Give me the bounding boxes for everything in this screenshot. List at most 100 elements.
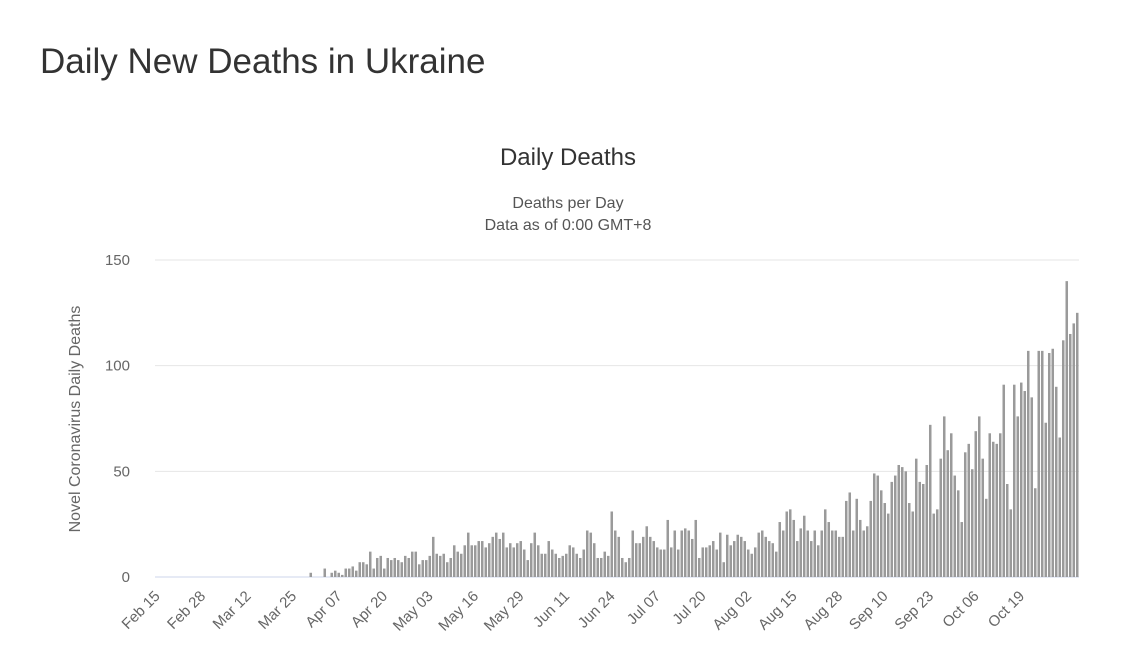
bar[interactable]	[1026, 350, 1030, 577]
bar[interactable]	[995, 443, 999, 577]
bar[interactable]	[519, 541, 523, 577]
bar[interactable]	[459, 553, 463, 577]
bar[interactable]	[571, 547, 575, 577]
bar[interactable]	[512, 547, 516, 577]
bar[interactable]	[967, 443, 971, 577]
bar[interactable]	[379, 555, 383, 577]
bar[interactable]	[760, 530, 764, 577]
bar[interactable]	[956, 490, 960, 577]
bar[interactable]	[617, 536, 621, 577]
bar[interactable]	[1040, 350, 1044, 577]
bar[interactable]	[785, 511, 789, 577]
bar[interactable]	[977, 416, 981, 577]
bar[interactable]	[624, 562, 628, 577]
bar[interactable]	[942, 416, 946, 577]
bar[interactable]	[1012, 384, 1016, 577]
bar[interactable]	[914, 458, 918, 577]
bar[interactable]	[603, 551, 607, 577]
bar[interactable]	[309, 572, 313, 577]
bar[interactable]	[753, 547, 757, 577]
bar[interactable]	[431, 536, 435, 577]
bar[interactable]	[491, 536, 495, 577]
bar[interactable]	[470, 545, 474, 577]
bar[interactable]	[368, 551, 372, 577]
bar[interactable]	[445, 562, 449, 577]
bar[interactable]	[795, 541, 799, 577]
bar[interactable]	[452, 545, 456, 577]
bar[interactable]	[900, 467, 904, 577]
bar[interactable]	[690, 538, 694, 577]
bar[interactable]	[638, 543, 642, 577]
bar[interactable]	[536, 545, 540, 577]
bar[interactable]	[1058, 437, 1062, 577]
bar[interactable]	[361, 562, 365, 577]
bar[interactable]	[911, 511, 915, 577]
bar[interactable]	[505, 547, 509, 577]
bar[interactable]	[949, 433, 953, 577]
bar[interactable]	[834, 530, 838, 577]
bar[interactable]	[358, 562, 362, 577]
bar[interactable]	[974, 431, 978, 577]
bar[interactable]	[662, 549, 666, 577]
bar[interactable]	[484, 547, 488, 577]
bar[interactable]	[480, 541, 484, 577]
bar[interactable]	[858, 519, 862, 577]
bar[interactable]	[802, 515, 806, 577]
bar[interactable]	[711, 541, 715, 577]
bar[interactable]	[547, 541, 551, 577]
bar[interactable]	[848, 492, 852, 577]
bar[interactable]	[876, 475, 880, 577]
bar[interactable]	[1068, 333, 1072, 577]
bar[interactable]	[893, 475, 897, 577]
bar[interactable]	[561, 555, 565, 577]
bar[interactable]	[1005, 484, 1009, 577]
bar[interactable]	[743, 541, 747, 577]
bar[interactable]	[774, 551, 778, 577]
bar[interactable]	[788, 509, 792, 577]
bar[interactable]	[778, 522, 782, 577]
bar[interactable]	[1030, 397, 1034, 577]
bar[interactable]	[473, 545, 477, 577]
bar[interactable]	[435, 553, 439, 577]
bar[interactable]	[1023, 391, 1027, 577]
bar[interactable]	[344, 568, 348, 577]
bar[interactable]	[403, 555, 407, 577]
bar[interactable]	[442, 553, 446, 577]
bar[interactable]	[960, 522, 964, 577]
bar[interactable]	[736, 534, 740, 577]
bar[interactable]	[1051, 348, 1055, 577]
bar[interactable]	[648, 536, 652, 577]
bar[interactable]	[844, 500, 848, 577]
bar[interactable]	[634, 543, 638, 577]
bar[interactable]	[963, 452, 967, 577]
bar[interactable]	[953, 475, 957, 577]
bar[interactable]	[456, 551, 460, 577]
bar[interactable]	[631, 530, 635, 577]
bar[interactable]	[554, 553, 558, 577]
bar[interactable]	[1044, 422, 1048, 577]
bar[interactable]	[697, 557, 701, 577]
bar[interactable]	[540, 553, 544, 577]
bar[interactable]	[792, 519, 796, 577]
bar[interactable]	[592, 543, 596, 577]
bar[interactable]	[655, 547, 659, 577]
bar[interactable]	[918, 481, 922, 577]
bar[interactable]	[386, 557, 390, 577]
bar[interactable]	[463, 545, 467, 577]
bar[interactable]	[620, 557, 624, 577]
bar[interactable]	[806, 530, 810, 577]
bar[interactable]	[669, 547, 673, 577]
bar[interactable]	[606, 555, 610, 577]
bar[interactable]	[764, 536, 768, 577]
bar[interactable]	[400, 562, 404, 577]
bar[interactable]	[543, 553, 547, 577]
bar[interactable]	[673, 530, 677, 577]
bar[interactable]	[925, 464, 929, 577]
bar[interactable]	[428, 555, 432, 577]
bar[interactable]	[365, 564, 369, 577]
bar[interactable]	[589, 532, 593, 577]
bar[interactable]	[501, 532, 505, 577]
bar[interactable]	[1047, 352, 1051, 577]
bar[interactable]	[935, 509, 939, 577]
bar[interactable]	[683, 528, 687, 577]
